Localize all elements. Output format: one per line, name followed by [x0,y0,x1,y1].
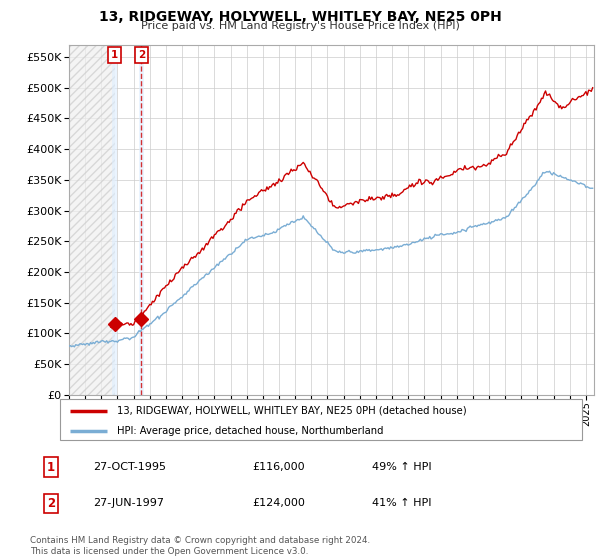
Text: 27-OCT-1995: 27-OCT-1995 [93,462,166,472]
FancyBboxPatch shape [60,399,582,440]
Text: 27-JUN-1997: 27-JUN-1997 [93,498,164,508]
Bar [112,45,118,395]
Bar [69,45,115,395]
Text: 49% ↑ HPI: 49% ↑ HPI [372,462,431,472]
Text: 1: 1 [47,460,55,474]
Text: HPI: Average price, detached house, Northumberland: HPI: Average price, detached house, Nort… [118,426,384,436]
Text: 13, RIDGEWAY, HOLYWELL, WHITLEY BAY, NE25 0PH (detached house): 13, RIDGEWAY, HOLYWELL, WHITLEY BAY, NE2… [118,405,467,416]
Text: £116,000: £116,000 [252,462,305,472]
Text: Price paid vs. HM Land Registry's House Price Index (HPI): Price paid vs. HM Land Registry's House … [140,21,460,31]
Bar [139,45,144,395]
Text: 1: 1 [111,50,118,60]
Text: Contains HM Land Registry data © Crown copyright and database right 2024.
This d: Contains HM Land Registry data © Crown c… [30,536,370,556]
Text: 41% ↑ HPI: 41% ↑ HPI [372,498,431,508]
Text: 2: 2 [47,497,55,510]
Text: £124,000: £124,000 [252,498,305,508]
Text: 13, RIDGEWAY, HOLYWELL, WHITLEY BAY, NE25 0PH: 13, RIDGEWAY, HOLYWELL, WHITLEY BAY, NE2… [98,10,502,24]
Text: 2: 2 [138,50,145,60]
